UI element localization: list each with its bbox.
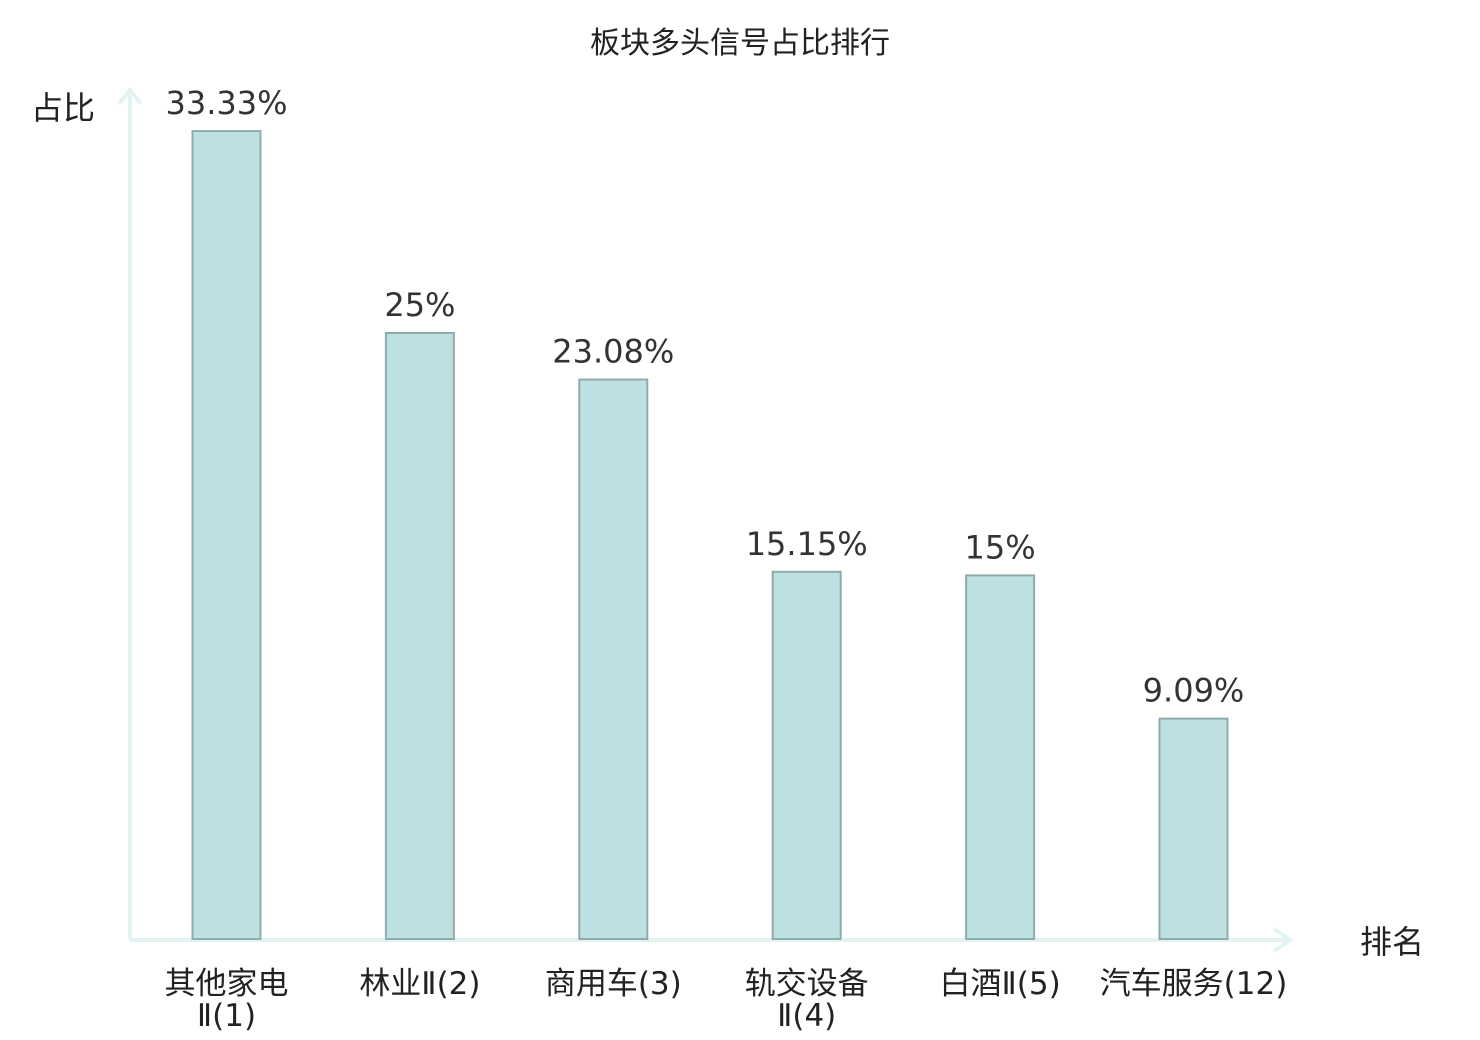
bar-value-label: 15%	[965, 528, 1036, 566]
bar-value-label: 23.08%	[552, 333, 674, 371]
bar	[965, 574, 1036, 941]
bar-value-label: 15.15%	[746, 525, 868, 563]
category-label: 其他家电	[165, 966, 289, 1002]
chart-title: 板块多头信号占比排行	[590, 26, 890, 61]
category-label: 白酒Ⅱ(5)	[940, 966, 1061, 1002]
category-label: 林业Ⅱ(2)	[359, 966, 480, 1002]
bar	[578, 378, 649, 941]
bar-value-label: 33.33%	[165, 84, 287, 122]
bar	[771, 570, 842, 940]
category-label: 商用车(3)	[545, 966, 682, 1002]
category-label-line2: Ⅱ(1)	[197, 998, 256, 1034]
category-label: 轨交设备	[745, 966, 869, 1002]
bar	[191, 130, 262, 940]
y-axis-arrow-icon	[117, 86, 143, 106]
y-axis-label: 占比	[31, 89, 95, 127]
category-label-line2: Ⅱ(4)	[777, 998, 836, 1034]
bar-value-label: 25%	[384, 286, 455, 324]
bar	[1158, 717, 1229, 940]
bar	[384, 332, 455, 940]
bar-value-label: 9.09%	[1143, 672, 1245, 710]
category-label: 汽车服务(12)	[1100, 966, 1288, 1002]
x-axis-arrow-icon	[1272, 927, 1294, 953]
x-axis-label: 排名	[1360, 923, 1424, 961]
